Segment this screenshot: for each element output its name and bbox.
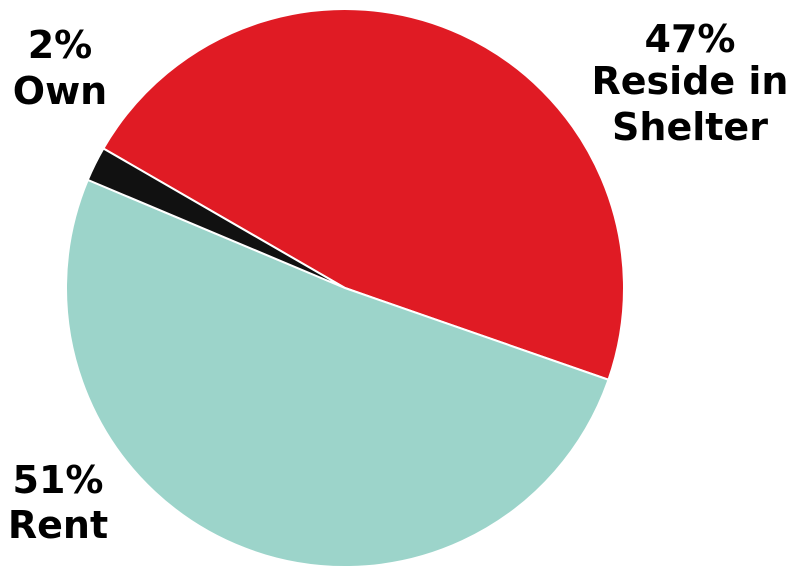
slice-label-shelter-value: 47%	[645, 17, 736, 61]
slice-label-own-value: 2%	[28, 23, 93, 67]
slice-label-own-name: Own	[13, 69, 107, 113]
slice-label-rent-value: 51%	[13, 458, 104, 502]
slice-label-shelter-name-line2: Shelter	[612, 105, 768, 149]
pie-labels: 47% Reside in Shelter 2% Own 51% Rent	[8, 17, 789, 547]
pie-slice-own	[86, 147, 346, 289]
slice-label-rent-name: Rent	[8, 503, 108, 547]
pie-slice-rent	[65, 178, 610, 567]
pie-slice-reside-in-shelter	[102, 8, 625, 382]
slice-label-shelter-name-line1: Reside in	[592, 59, 789, 103]
pie-slices	[65, 8, 625, 567]
